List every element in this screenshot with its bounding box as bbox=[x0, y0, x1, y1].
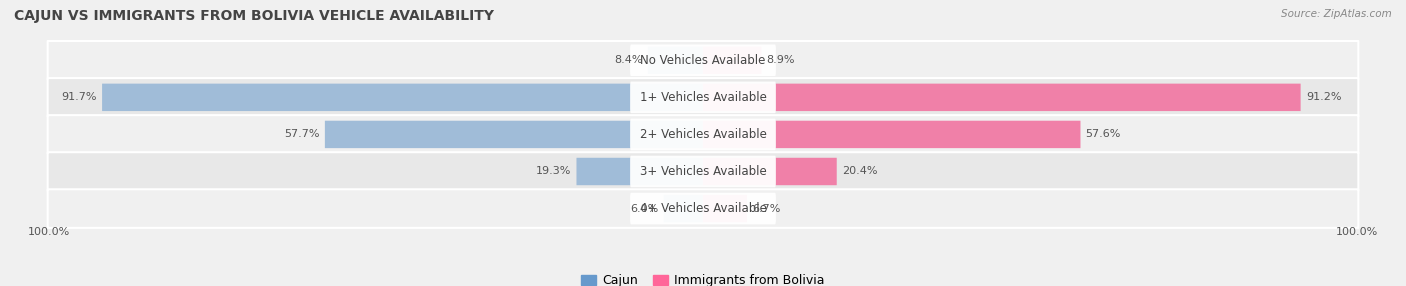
Text: 1+ Vehicles Available: 1+ Vehicles Available bbox=[640, 91, 766, 104]
FancyBboxPatch shape bbox=[703, 47, 762, 74]
FancyBboxPatch shape bbox=[630, 193, 776, 224]
Text: 4+ Vehicles Available: 4+ Vehicles Available bbox=[640, 202, 766, 215]
FancyBboxPatch shape bbox=[630, 82, 776, 113]
FancyBboxPatch shape bbox=[648, 47, 703, 74]
FancyBboxPatch shape bbox=[703, 158, 837, 185]
Text: 6.7%: 6.7% bbox=[752, 204, 780, 214]
FancyBboxPatch shape bbox=[630, 156, 776, 187]
FancyBboxPatch shape bbox=[325, 121, 703, 148]
FancyBboxPatch shape bbox=[703, 121, 1080, 148]
Text: 2+ Vehicles Available: 2+ Vehicles Available bbox=[640, 128, 766, 141]
Text: 91.7%: 91.7% bbox=[62, 92, 97, 102]
FancyBboxPatch shape bbox=[664, 195, 703, 222]
FancyBboxPatch shape bbox=[703, 195, 747, 222]
Text: 57.6%: 57.6% bbox=[1085, 130, 1121, 139]
FancyBboxPatch shape bbox=[103, 84, 703, 111]
Text: 20.4%: 20.4% bbox=[842, 166, 877, 176]
FancyBboxPatch shape bbox=[48, 115, 1358, 154]
Text: 19.3%: 19.3% bbox=[536, 166, 571, 176]
Text: 3+ Vehicles Available: 3+ Vehicles Available bbox=[640, 165, 766, 178]
FancyBboxPatch shape bbox=[48, 78, 1358, 117]
Text: CAJUN VS IMMIGRANTS FROM BOLIVIA VEHICLE AVAILABILITY: CAJUN VS IMMIGRANTS FROM BOLIVIA VEHICLE… bbox=[14, 9, 494, 23]
Text: Source: ZipAtlas.com: Source: ZipAtlas.com bbox=[1281, 9, 1392, 19]
FancyBboxPatch shape bbox=[48, 189, 1358, 228]
FancyBboxPatch shape bbox=[576, 158, 703, 185]
Text: 6.0%: 6.0% bbox=[630, 204, 658, 214]
Text: 91.2%: 91.2% bbox=[1306, 92, 1341, 102]
Text: 100.0%: 100.0% bbox=[1336, 227, 1378, 237]
Legend: Cajun, Immigrants from Bolivia: Cajun, Immigrants from Bolivia bbox=[576, 269, 830, 286]
Text: 8.4%: 8.4% bbox=[614, 55, 643, 65]
Text: 100.0%: 100.0% bbox=[28, 227, 70, 237]
Text: 57.7%: 57.7% bbox=[284, 130, 319, 139]
FancyBboxPatch shape bbox=[630, 119, 776, 150]
FancyBboxPatch shape bbox=[48, 41, 1358, 80]
FancyBboxPatch shape bbox=[48, 152, 1358, 191]
Text: No Vehicles Available: No Vehicles Available bbox=[640, 54, 766, 67]
FancyBboxPatch shape bbox=[703, 84, 1301, 111]
Text: 8.9%: 8.9% bbox=[766, 55, 794, 65]
FancyBboxPatch shape bbox=[630, 45, 776, 76]
